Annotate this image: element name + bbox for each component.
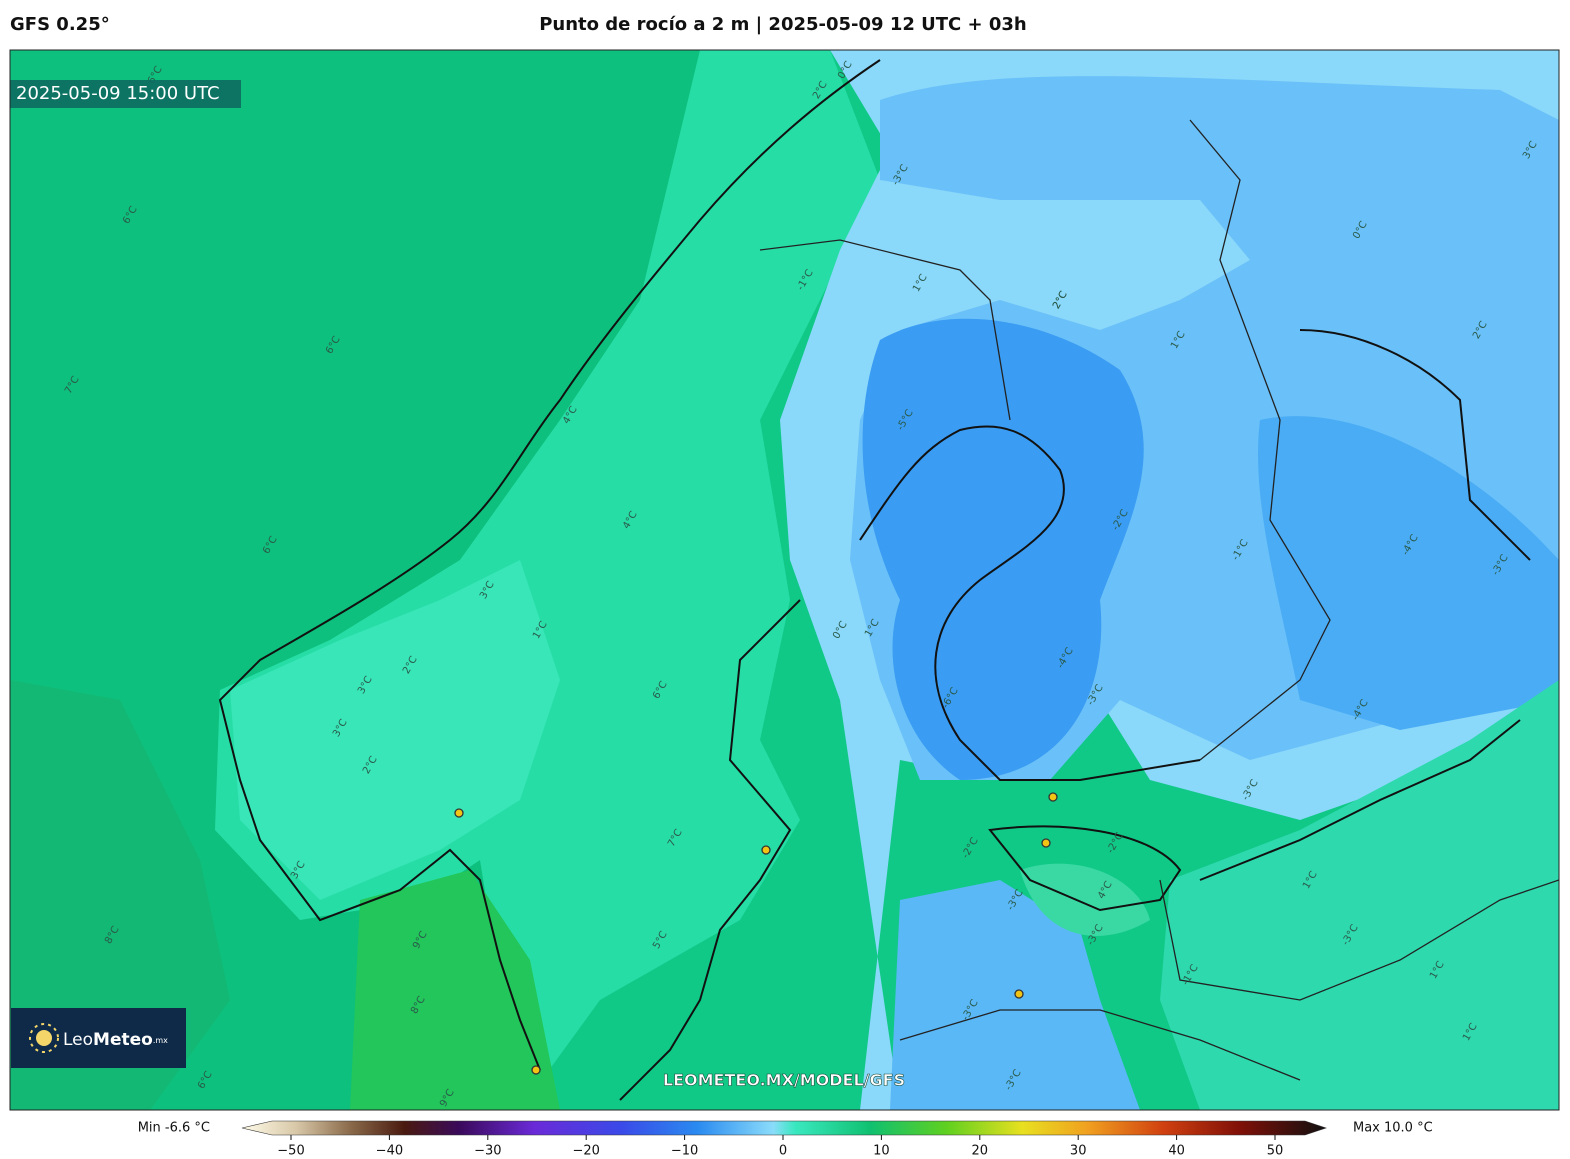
cold-core-russia [1258, 416, 1559, 730]
min-label: Min -6.6 °C [138, 1121, 210, 1136]
colorbar-ticks: −50 −40 −30 −20 −10 0 10 20 30 40 50 [277, 1135, 1283, 1159]
coast-south [1199, 719, 1521, 881]
colorbar-tick-label: 10 [873, 1144, 890, 1159]
colorbar-tick-label: −40 [376, 1144, 403, 1159]
logo-bold: Meteo [93, 1030, 153, 1050]
border-poland [899, 1009, 1301, 1081]
colorbar-tick-label: 20 [972, 1144, 989, 1159]
max-label: Max 10.0 °C [1353, 1121, 1433, 1136]
logo-text: LeoMeteo.mx [63, 1030, 168, 1050]
city-copenhagen [531, 1065, 541, 1075]
land-denmark [350, 870, 560, 1110]
colorbar-tick-label: 40 [1168, 1144, 1185, 1159]
land-norway-south [230, 560, 560, 900]
land-estonia [1020, 863, 1150, 936]
time-box [10, 80, 241, 108]
logo-sun [29, 1023, 59, 1053]
map-title: Punto de rocío a 2 m | 2025-05-09 12 UTC… [539, 14, 1027, 35]
border-finland-russia [1189, 119, 1331, 761]
sun [36, 1030, 52, 1046]
colorbar-tick-label: −20 [572, 1144, 599, 1159]
border-norway-sweden [759, 239, 1011, 421]
colorbar [241, 1120, 1327, 1136]
cities [454, 792, 1058, 1075]
colorbar-tick-label: 30 [1070, 1144, 1087, 1159]
city-helsinki [1048, 792, 1058, 802]
map-frame [9, 49, 1560, 1111]
warm-southeast [1160, 680, 1559, 1110]
colorbar-tick-label: −30 [474, 1144, 501, 1159]
cold-core-finland [862, 318, 1144, 780]
sun-rays [29, 1023, 59, 1053]
coast-gulf-bothnia [859, 425, 1201, 781]
city-tallinn [1041, 838, 1051, 848]
coast-white-sea [1299, 329, 1531, 561]
city-oslo [454, 808, 464, 818]
colorbar-tick-label: −50 [277, 1144, 304, 1159]
city-stockholm [761, 845, 771, 855]
map: 6°C6°C7°C6°C6°C8°C6°C2°C0°C-1°C 1°C2°C4°C… [10, 50, 1559, 1110]
sea-southwest [10, 680, 230, 1110]
colorbar-tick-label: −10 [671, 1144, 698, 1159]
colorbar-tick-label: 50 [1267, 1144, 1284, 1159]
coastlines [218, 59, 1531, 1101]
colorbar-tick-label: 0 [779, 1144, 787, 1159]
border-baltics [1159, 879, 1559, 1001]
model-label: GFS 0.25° [10, 14, 110, 35]
coast-sweden-east [619, 599, 801, 1101]
city-riga [1014, 989, 1024, 999]
borders [759, 119, 1559, 1081]
watermark: LEOMETEO.MX/MODEL/GFS [663, 1071, 905, 1090]
coast-estonia [988, 825, 1182, 912]
valid-time: 2025-05-09 15:00 UTC [16, 83, 220, 104]
logo-suffix: .mx [153, 1036, 168, 1045]
coast-norway [218, 59, 881, 1071]
logo-regular: Leo [63, 1030, 93, 1050]
